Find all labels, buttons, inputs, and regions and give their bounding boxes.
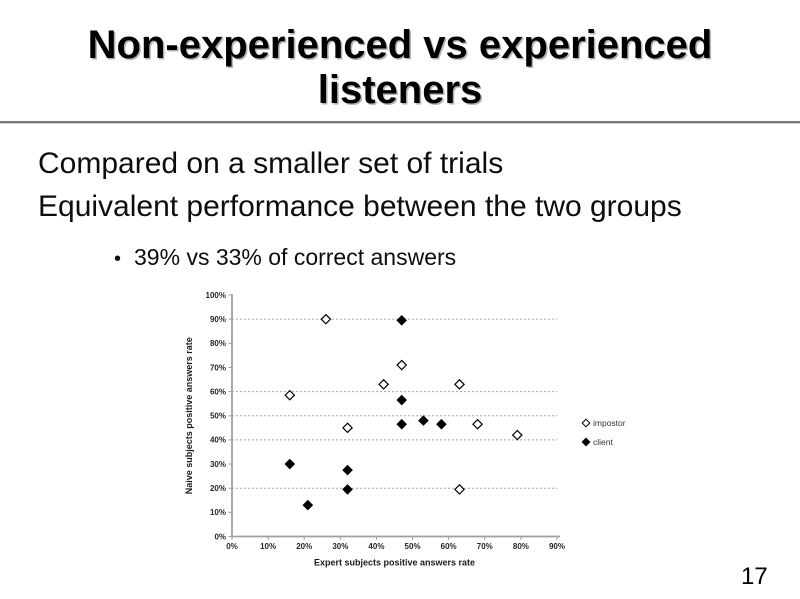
point-client bbox=[284, 458, 296, 470]
y-axis-title: Naive subjects positive answers rate bbox=[185, 337, 194, 494]
x-tick-label: 50% bbox=[405, 542, 421, 551]
point-impostor bbox=[454, 378, 465, 390]
body-line-1: Compared on a smaller set of trials bbox=[38, 147, 504, 180]
title-divider bbox=[0, 121, 800, 124]
body-line-2: Equivalent performance between the two g… bbox=[38, 190, 682, 223]
point-client bbox=[396, 418, 408, 430]
point-client bbox=[396, 315, 408, 326]
point-impostor bbox=[320, 313, 332, 325]
point-impostor bbox=[511, 429, 523, 441]
y-tick-label: 100% bbox=[206, 291, 226, 300]
y-tick-label: 10% bbox=[210, 508, 226, 517]
point-impostor bbox=[454, 483, 465, 495]
x-tick-label: 70% bbox=[477, 542, 493, 551]
bullet-icon: • bbox=[114, 248, 122, 270]
point-impostor bbox=[396, 359, 408, 371]
y-tick-label: 30% bbox=[210, 460, 226, 469]
x-tick-label: 30% bbox=[332, 542, 348, 551]
point-client bbox=[342, 464, 353, 476]
y-tick-label: 60% bbox=[210, 387, 226, 396]
x-tick-label: 60% bbox=[441, 542, 457, 551]
point-impostor bbox=[284, 389, 296, 401]
point-impostor bbox=[342, 422, 354, 434]
y-tick-label: 90% bbox=[210, 315, 226, 324]
point-client bbox=[302, 499, 314, 511]
y-tick-label: 0% bbox=[214, 532, 226, 541]
point-impostor bbox=[378, 378, 390, 390]
legend-label-client: client bbox=[593, 437, 613, 447]
x-tick-label: 0% bbox=[226, 542, 238, 551]
y-tick-label: 80% bbox=[210, 339, 226, 348]
x-tick-label: 80% bbox=[513, 542, 529, 551]
x-tick-label: 20% bbox=[296, 542, 312, 551]
bullet-text: 39% vs 33% of correct answers bbox=[134, 244, 457, 270]
y-tick-label: 70% bbox=[210, 363, 226, 372]
x-tick-label: 90% bbox=[549, 542, 565, 551]
point-client bbox=[436, 418, 447, 430]
bullet-line: • 39% vs 33% of correct answers bbox=[114, 244, 456, 271]
legend-marker-client bbox=[581, 437, 591, 447]
scatter-chart: 0% 10% 20% 30% 40% 50% 60% 70% 80% 90% 0% 10% 20% 30%… bbox=[185, 291, 626, 568]
y-tick-label: 50% bbox=[210, 412, 226, 421]
point-impostor bbox=[472, 418, 484, 430]
legend-label-impostor: impostor bbox=[593, 418, 626, 428]
point-client bbox=[396, 394, 408, 406]
x-tick-label: 40% bbox=[368, 542, 384, 551]
y-tick-label: 40% bbox=[210, 436, 226, 445]
x-tick-label: 10% bbox=[260, 542, 276, 551]
slide-title: Non-experienced vs experienced listeners bbox=[87, 23, 713, 112]
page-number: 17 bbox=[741, 563, 768, 590]
x-axis-title: Expert subjects positive answers rate bbox=[314, 558, 475, 568]
y-tick-label: 20% bbox=[210, 484, 226, 493]
point-client bbox=[418, 415, 429, 426]
point-client bbox=[342, 484, 353, 495]
legend-marker-impostor bbox=[581, 418, 591, 428]
